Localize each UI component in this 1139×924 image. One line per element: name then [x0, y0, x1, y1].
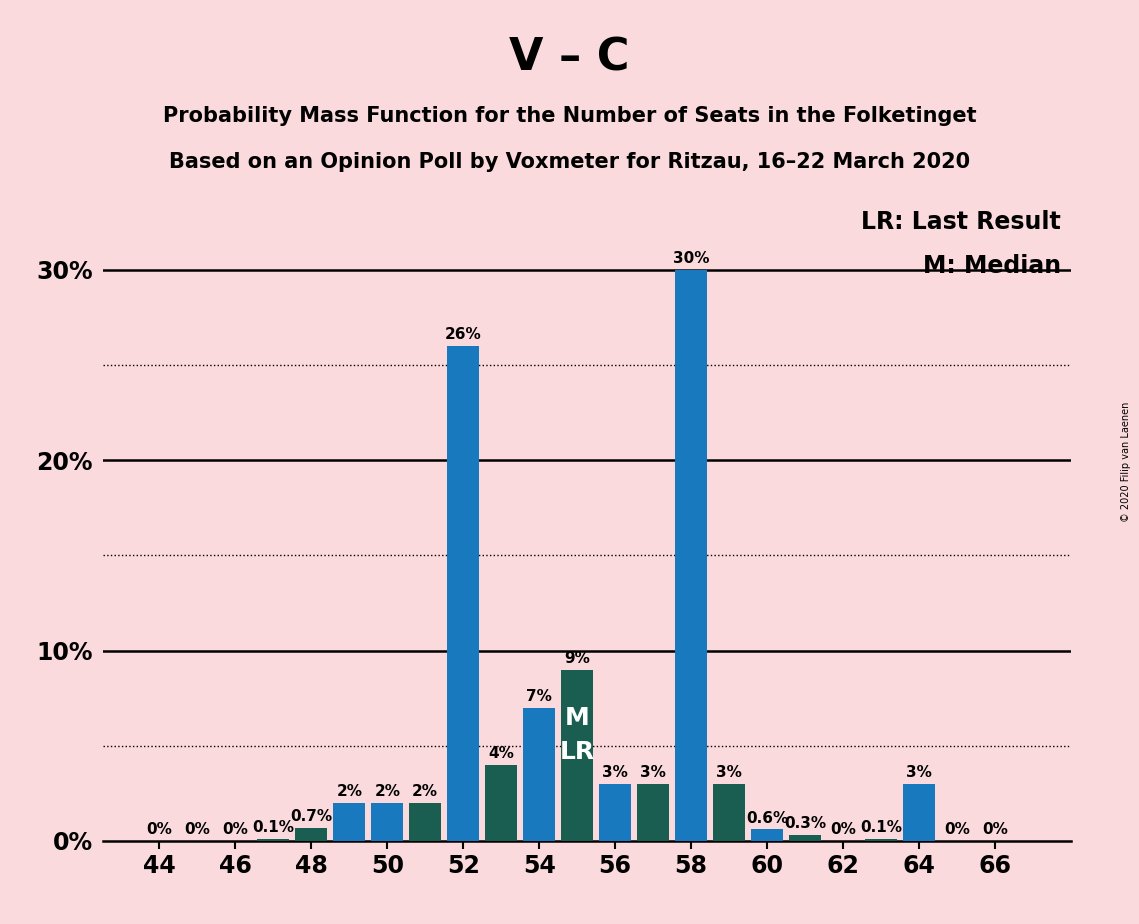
- Bar: [902, 784, 935, 841]
- Text: 3%: 3%: [603, 765, 628, 780]
- Bar: [523, 708, 556, 841]
- Text: 0.1%: 0.1%: [253, 821, 294, 835]
- Text: 0%: 0%: [944, 822, 969, 837]
- Text: 0%: 0%: [222, 822, 248, 837]
- Text: 3%: 3%: [906, 765, 932, 780]
- Text: 7%: 7%: [526, 688, 552, 704]
- Bar: [334, 803, 366, 841]
- Bar: [485, 765, 517, 841]
- Text: 0%: 0%: [982, 822, 1008, 837]
- Text: LR: Last Result: LR: Last Result: [861, 210, 1060, 234]
- Bar: [713, 784, 745, 841]
- Text: 0.7%: 0.7%: [290, 808, 333, 823]
- Text: 0%: 0%: [830, 822, 855, 837]
- Text: 0%: 0%: [147, 822, 172, 837]
- Text: M: Median: M: Median: [923, 254, 1060, 278]
- Bar: [295, 828, 328, 841]
- Bar: [637, 784, 670, 841]
- Bar: [371, 803, 403, 841]
- Bar: [257, 839, 289, 841]
- Bar: [674, 270, 707, 841]
- Text: 0.6%: 0.6%: [746, 810, 788, 826]
- Text: 30%: 30%: [673, 251, 710, 266]
- Text: V – C: V – C: [509, 37, 630, 80]
- Bar: [865, 839, 896, 841]
- Bar: [788, 835, 821, 841]
- Text: 2%: 2%: [375, 784, 400, 799]
- Bar: [409, 803, 441, 841]
- Text: 2%: 2%: [412, 784, 439, 799]
- Text: LR: LR: [559, 740, 595, 764]
- Text: 3%: 3%: [640, 765, 666, 780]
- Text: Based on an Opinion Poll by Voxmeter for Ritzau, 16–22 March 2020: Based on an Opinion Poll by Voxmeter for…: [169, 152, 970, 173]
- Text: 0%: 0%: [185, 822, 211, 837]
- Text: © 2020 Filip van Laenen: © 2020 Filip van Laenen: [1121, 402, 1131, 522]
- Text: 4%: 4%: [489, 746, 514, 760]
- Text: 26%: 26%: [445, 327, 482, 342]
- Bar: [560, 670, 593, 841]
- Text: 3%: 3%: [716, 765, 741, 780]
- Bar: [599, 784, 631, 841]
- Text: 0.3%: 0.3%: [784, 816, 826, 832]
- Text: 2%: 2%: [336, 784, 362, 799]
- Bar: [751, 830, 782, 841]
- Text: 9%: 9%: [564, 650, 590, 666]
- Text: M: M: [565, 706, 590, 730]
- Text: Probability Mass Function for the Number of Seats in the Folketinget: Probability Mass Function for the Number…: [163, 106, 976, 127]
- Bar: [446, 346, 480, 841]
- Text: 0.1%: 0.1%: [860, 821, 902, 835]
